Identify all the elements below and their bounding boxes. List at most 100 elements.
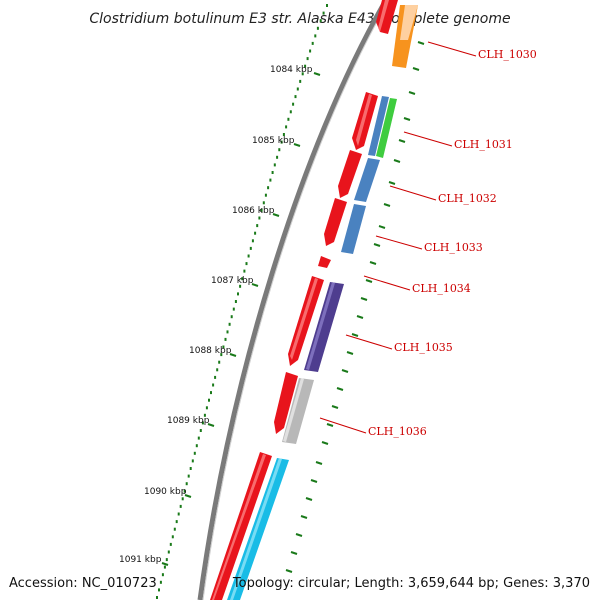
tick-dot xyxy=(237,292,239,296)
track-tick xyxy=(290,551,298,555)
tick-dots xyxy=(156,4,328,599)
tick-dot xyxy=(247,254,250,258)
tick-dot xyxy=(243,269,246,273)
ruler-ticks: 1084 kbp 1085 kbp 1086 kbp 1087 kbp 1088 kbp… xyxy=(119,41,425,573)
track-tick xyxy=(393,159,401,163)
tick-dot xyxy=(241,277,244,281)
tick-dot xyxy=(171,535,174,539)
tick-mark xyxy=(207,423,215,427)
tick-dot xyxy=(306,57,309,61)
gene-label[interactable]: CLH_1033 xyxy=(424,241,483,254)
tick-dot xyxy=(299,79,302,83)
gene-label-leader xyxy=(375,235,423,250)
tick-dot xyxy=(181,497,184,501)
track-tick xyxy=(412,67,420,71)
gene-label-leader xyxy=(403,131,453,147)
tick-dot xyxy=(314,34,317,38)
track-tick xyxy=(331,405,339,409)
map-title: Clostridium botulinum E3 str. Alaska E43… xyxy=(89,11,510,27)
tick-dot xyxy=(262,201,265,205)
tick-dot xyxy=(210,391,212,395)
track-tick xyxy=(336,387,344,391)
track-tick xyxy=(346,351,354,355)
tick-dot xyxy=(216,368,219,372)
gene-block-clh-1031 xyxy=(376,98,397,158)
tick-dot xyxy=(326,4,328,7)
tick-dot xyxy=(169,542,172,546)
tick-label: 1090 kbp xyxy=(144,487,187,497)
tick-dot xyxy=(177,512,180,516)
tick-mark xyxy=(161,562,169,566)
gene-label-leader xyxy=(389,185,437,201)
tick-mark xyxy=(184,494,192,498)
track-tick xyxy=(351,333,359,337)
tick-dot xyxy=(267,186,270,190)
gene-label[interactable]: CLH_1030 xyxy=(478,48,537,61)
gene-label-leader xyxy=(319,417,367,434)
genome-backbone xyxy=(197,0,389,600)
tick-dot xyxy=(218,360,221,364)
gene-label[interactable]: CLH_1031 xyxy=(454,138,513,151)
tick-dot xyxy=(230,315,233,319)
tick-dot xyxy=(309,49,312,53)
gene-label[interactable]: CLH_1032 xyxy=(438,192,497,205)
gene-labels: CLH_1030 CLH_1031 CLH_1032 CLH_1033 CLH_1034… xyxy=(319,41,537,438)
tick-dot xyxy=(158,588,160,592)
tick-dot xyxy=(282,133,285,136)
tick-dot xyxy=(179,504,182,508)
tick-dot xyxy=(294,95,297,99)
tick-dot xyxy=(159,580,162,584)
track-tick xyxy=(326,423,334,427)
tick-mark xyxy=(293,143,301,147)
strand-feature xyxy=(318,256,331,268)
tick-dot xyxy=(175,520,178,524)
track-tick xyxy=(383,203,391,207)
tick-dot xyxy=(271,171,274,174)
tick-dot xyxy=(163,565,166,569)
tick-label: 1088 kbp xyxy=(189,346,232,356)
gene-label[interactable]: CLH_1034 xyxy=(412,282,471,295)
track-tick xyxy=(356,315,364,319)
tick-dot xyxy=(287,117,290,121)
tick-dot xyxy=(187,474,190,478)
tick-dot xyxy=(195,444,198,448)
tick-dot xyxy=(205,406,208,410)
tick-dot xyxy=(285,125,288,129)
tick-dot xyxy=(208,398,210,402)
gene-label[interactable]: CLH_1035 xyxy=(394,341,453,354)
strand-feature xyxy=(324,198,347,246)
tick-dot xyxy=(322,11,325,15)
track-tick xyxy=(315,461,323,465)
genome-backbone-highlight xyxy=(202,0,390,600)
tick-dot xyxy=(167,550,170,554)
tick-dot xyxy=(245,262,248,266)
track-tick xyxy=(403,117,411,121)
tick-dot xyxy=(220,353,223,357)
tick-dot xyxy=(289,110,292,114)
tick-dot xyxy=(226,330,229,334)
tick-dot xyxy=(214,375,217,379)
track-tick xyxy=(360,297,368,301)
tick-dot xyxy=(239,284,242,288)
tick-dot xyxy=(251,239,254,243)
tick-dot xyxy=(249,246,252,250)
gene-label-leader xyxy=(427,41,477,57)
tick-dot xyxy=(273,163,276,167)
tick-label: 1091 kbp xyxy=(119,555,162,565)
tick-dot xyxy=(156,596,158,599)
tick-dot xyxy=(301,72,304,76)
tick-dot xyxy=(296,87,299,91)
track-tick xyxy=(305,497,313,501)
track-tick xyxy=(417,41,425,45)
tick-dot xyxy=(183,489,186,493)
tick-dot xyxy=(197,436,200,440)
tick-dot xyxy=(203,413,206,417)
track-tick xyxy=(388,181,396,185)
tick-dot xyxy=(201,421,204,425)
gene-label[interactable]: CLH_1036 xyxy=(368,425,427,438)
tick-mark xyxy=(272,213,280,217)
track-tick xyxy=(341,369,349,373)
track-tick xyxy=(408,91,416,95)
gene-label-leader xyxy=(363,275,411,291)
